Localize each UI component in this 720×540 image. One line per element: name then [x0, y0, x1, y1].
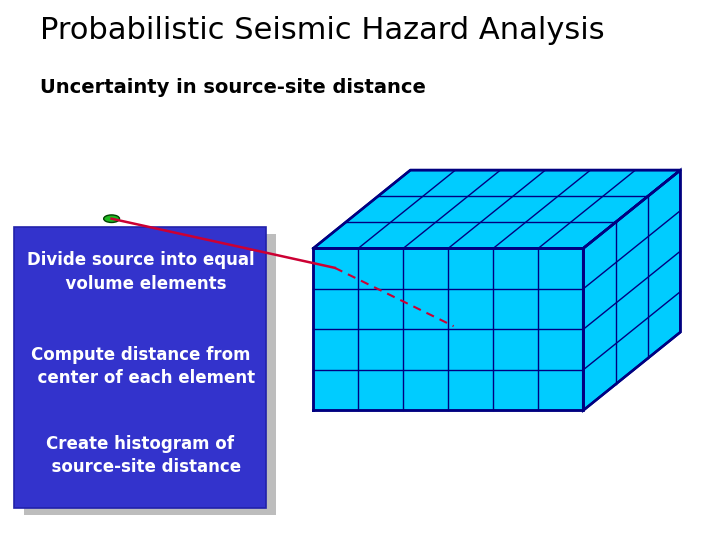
- FancyBboxPatch shape: [14, 227, 266, 508]
- Polygon shape: [313, 170, 680, 248]
- Text: Probabilistic Seismic Hazard Analysis: Probabilistic Seismic Hazard Analysis: [40, 16, 604, 45]
- Text: Uncertainty in source-site distance: Uncertainty in source-site distance: [40, 78, 426, 97]
- Text: Create histogram of
  source-site distance: Create histogram of source-site distance: [40, 435, 241, 476]
- Ellipse shape: [104, 215, 120, 222]
- Polygon shape: [313, 248, 583, 410]
- Polygon shape: [583, 170, 680, 410]
- FancyBboxPatch shape: [24, 234, 276, 515]
- Text: Divide source into equal
  volume elements: Divide source into equal volume elements: [27, 251, 254, 293]
- Text: Compute distance from
  center of each element: Compute distance from center of each ele…: [26, 346, 255, 387]
